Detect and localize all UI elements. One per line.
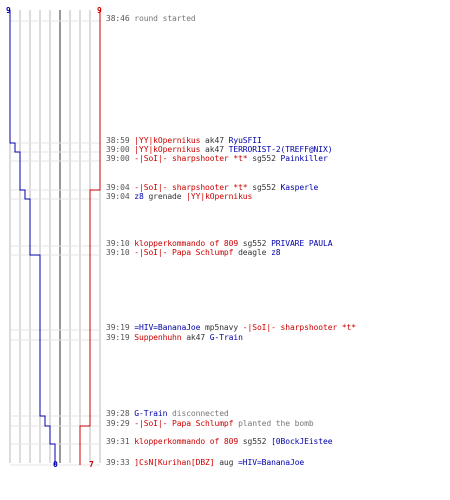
event-text: -|SoI|- Papa Schlumpf: [129, 419, 234, 428]
event-time: 39:00: [106, 145, 130, 154]
event-text: =HIV=BananaJoe: [129, 323, 201, 332]
event-text: Painkiller: [280, 154, 328, 163]
event-time: 39:10: [106, 239, 130, 248]
event-text: sg552: [238, 437, 272, 446]
event-text: G-Train: [209, 333, 243, 342]
event-text: z8: [129, 192, 144, 201]
event-text: deagle: [233, 248, 272, 257]
event-text: disconnected: [167, 409, 229, 418]
event-text: Kasperle: [280, 183, 319, 192]
event-row: 39:10 klopperkommando of 809 sg552 PRIVA…: [106, 239, 333, 249]
event-text: aug: [214, 458, 239, 467]
event-text: ak47: [200, 136, 229, 145]
event-text: mp5navy: [200, 323, 243, 332]
event-row: 38:46 round started: [106, 14, 196, 24]
event-row: 39:28 G-Train disconnected: [106, 409, 229, 419]
red-team-alive-line: [79, 10, 101, 465]
event-row: 39:29 -|SoI|- Papa Schlumpf planted the …: [106, 419, 314, 429]
event-text: ]CsN[Kurihan[DBZ]: [129, 458, 215, 467]
event-time: 39:33: [106, 458, 130, 467]
event-text: ak47: [181, 333, 210, 342]
event-time: 39:31: [106, 437, 130, 446]
blue-end-score: 0: [53, 460, 58, 469]
event-text: sg552: [247, 183, 281, 192]
event-row: 39:31 klopperkommando of 809 sg552 [0Boc…: [106, 437, 333, 447]
event-time: 39:29: [106, 419, 130, 428]
event-row: 39:19 =HIV=BananaJoe mp5navy -|SoI|- sha…: [106, 323, 356, 333]
blue-team-alive-line: [9, 10, 56, 465]
event-text: grenade: [143, 192, 187, 201]
event-time: 39:19: [106, 323, 130, 332]
event-text: |YY|kOpernikus: [186, 192, 253, 201]
event-text: -|SoI|- sharpshooter *t*: [129, 183, 248, 192]
event-ticks: [10, 20, 100, 466]
event-row: 39:33 ]CsN[Kurihan[DBZ] aug =HIV=BananaJ…: [106, 458, 304, 468]
event-text: [0BockJEistee: [271, 437, 333, 446]
event-text: sg552: [247, 154, 281, 163]
event-text: z8: [271, 248, 281, 257]
event-row: 39:10 -|SoI|- Papa Schlumpf deagle z8: [106, 248, 281, 258]
event-text: Suppenhuhn: [129, 333, 182, 342]
event-time: 38:46: [106, 14, 130, 23]
event-text: sg552: [238, 239, 272, 248]
event-text: RyuSFII: [228, 136, 262, 145]
event-row: 39:04 -|SoI|- sharpshooter *t* sg552 Kas…: [106, 183, 318, 193]
event-time: 38:59: [106, 136, 130, 145]
event-time: 39:28: [106, 409, 130, 418]
player-grid: [9, 10, 101, 463]
event-text: planted the bomb: [233, 419, 314, 428]
red-start-score: 9: [97, 6, 102, 15]
event-text: TERRORIST-2(TREFF@NIX): [228, 145, 333, 154]
event-text: -|SoI|- Papa Schlumpf: [129, 248, 234, 257]
event-row: 39:00 |YY|kOpernikus ak47 TERRORIST-2(TR…: [106, 145, 333, 155]
event-text: klopperkommando of 809: [129, 437, 239, 446]
event-text: |YY|kOpernikus: [129, 136, 201, 145]
event-text: -|SoI|- sharpshooter *t*: [242, 323, 356, 332]
event-text: G-Train: [129, 409, 168, 418]
event-text: klopperkommando of 809: [129, 239, 239, 248]
event-text: PRIVARE PAULA: [271, 239, 333, 248]
event-text: ak47: [200, 145, 229, 154]
event-time: 39:04: [106, 183, 130, 192]
event-row: 38:59 |YY|kOpernikus ak47 RyuSFII: [106, 136, 262, 146]
event-text: -|SoI|- sharpshooter *t*: [129, 154, 248, 163]
blue-start-score: 9: [6, 6, 11, 15]
event-row: 39:19 Suppenhuhn ak47 G-Train: [106, 333, 243, 343]
event-text: |YY|kOpernikus: [129, 145, 201, 154]
event-text: round started: [129, 14, 196, 23]
red-end-score: 7: [89, 460, 94, 469]
event-time: 39:19: [106, 333, 130, 342]
event-time: 39:00: [106, 154, 130, 163]
event-row: 39:00 -|SoI|- sharpshooter *t* sg552 Pai…: [106, 154, 328, 164]
event-time: 39:04: [106, 192, 130, 201]
event-time: 39:10: [106, 248, 130, 257]
event-row: 39:04 z8 grenade |YY|kOpernikus: [106, 192, 252, 202]
event-text: =HIV=BananaJoe: [238, 458, 305, 467]
